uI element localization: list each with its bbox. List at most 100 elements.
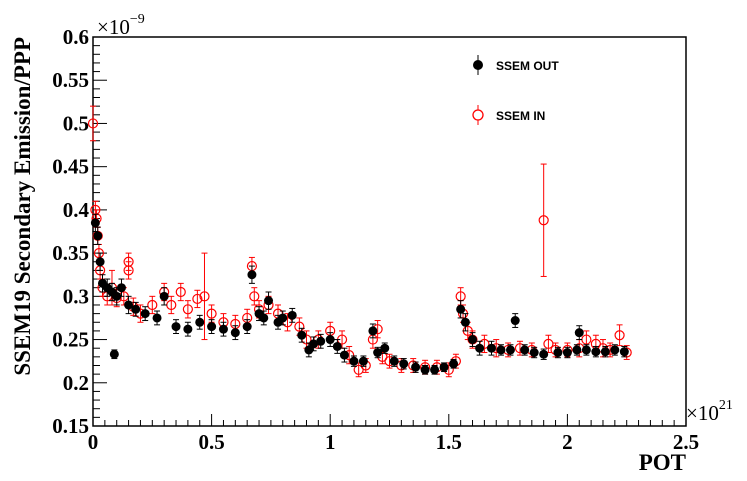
data-point [147, 299, 158, 311]
data-point [538, 215, 549, 226]
data-point [297, 330, 307, 340]
x-tick-label: 0.5 [198, 430, 224, 454]
y-tick-label: 0.6 [63, 25, 89, 49]
data-point [349, 356, 359, 366]
x-axis-title: POT [639, 450, 686, 475]
data-point [199, 291, 210, 302]
data-point [332, 341, 342, 351]
data-point [562, 348, 572, 358]
y-tick-label: 0.45 [52, 155, 89, 179]
data-point [572, 345, 582, 355]
y-tick-label: 0.55 [52, 68, 89, 92]
data-point [316, 336, 326, 346]
data-point [600, 347, 610, 357]
data-point [294, 321, 305, 332]
data-point [358, 356, 368, 366]
y-tick-label: 0.3 [63, 284, 89, 308]
data-point [339, 350, 349, 360]
data-point [183, 324, 193, 334]
data-point [581, 345, 591, 355]
y-multiplier: ×10−9 [97, 12, 145, 39]
data-point [496, 345, 506, 355]
series-ssem-in [87, 105, 632, 378]
data-point [309, 339, 319, 349]
data-point [140, 309, 150, 319]
data-point [543, 338, 554, 349]
data-point [553, 348, 563, 358]
data-point [93, 231, 103, 241]
y-tick-label: 0.25 [52, 328, 89, 352]
data-point [539, 349, 549, 359]
data-point [124, 300, 134, 310]
data-point [192, 293, 203, 305]
y-tick-label: 0.5 [63, 111, 89, 135]
data-point [123, 265, 134, 276]
legend-marker-out [473, 60, 483, 70]
data-point [420, 365, 430, 375]
legend-entry-ssem-out: SSEM OUT [473, 55, 559, 75]
data-point [510, 316, 520, 326]
data-point [389, 356, 399, 366]
data-point [230, 328, 240, 338]
data-point [304, 345, 314, 355]
data-point [249, 291, 260, 302]
data-point [171, 322, 181, 332]
data-point [614, 330, 625, 341]
data-point [206, 308, 217, 319]
x-multiplier: ×1021 [686, 398, 733, 425]
data-point [619, 347, 629, 357]
data-point [182, 304, 193, 315]
data-point [439, 362, 449, 372]
x-tick-label: 2 [562, 430, 573, 454]
data-point [399, 359, 409, 369]
data-point [152, 313, 162, 323]
data-point [287, 310, 297, 320]
data-point [112, 291, 122, 301]
y-tick-label: 0.4 [63, 198, 90, 222]
data-point [430, 365, 440, 375]
x-tick-label: 1 [325, 430, 336, 454]
x-tick-label: 1.5 [436, 430, 462, 454]
y-tick-label: 0.35 [52, 241, 89, 265]
plot-area: 0 0.5 1 1.5 2 2.5 0.150.20.250.30.350.40.450.… [52, 25, 699, 454]
data-point [116, 283, 126, 293]
series-ssem-out [90, 213, 629, 375]
data-point [380, 343, 390, 353]
data-point [475, 343, 485, 353]
data-point [264, 296, 274, 306]
data-point [247, 270, 257, 280]
y-tick-label: 0.2 [63, 371, 89, 395]
legend-entry-ssem-in: SSEM IN [472, 105, 545, 125]
data-point [456, 304, 466, 314]
data-point [460, 317, 470, 327]
data-point [195, 317, 205, 327]
data-point [468, 335, 478, 345]
data-point [90, 218, 100, 228]
data-point [95, 257, 105, 267]
legend-label-out: SSEM OUT [496, 59, 559, 73]
data-point [109, 349, 119, 359]
data-point [449, 359, 459, 369]
data-point [87, 118, 99, 129]
y-axis-title: SSEM19 Secondary Emission/PPP [10, 37, 35, 376]
data-point [368, 326, 378, 336]
legend-label-in: SSEM IN [496, 109, 545, 123]
y-axis-ticks: 0.15 0.2 0.25 0.3 0.35 0.4 0.45 0.5 0.55 0.6 [52, 25, 107, 438]
x-axis-ticks: 0 0.5 1 1.5 2 2.5 [88, 414, 699, 454]
data-point [529, 348, 539, 358]
data-point [486, 343, 496, 353]
data-point [373, 348, 383, 358]
data-point [610, 345, 620, 355]
legend-marker-in [472, 109, 484, 121]
data-point [278, 313, 288, 323]
data-point [411, 362, 421, 372]
x-tick-label: 2.5 [673, 430, 699, 454]
data-point [259, 313, 269, 323]
data-point [218, 324, 228, 334]
legend: SSEM OUT SSEM IN [472, 55, 559, 125]
data-point [242, 322, 252, 332]
data-point [591, 347, 601, 357]
data-point [159, 291, 169, 301]
y-tick-label: 0.15 [52, 414, 89, 438]
